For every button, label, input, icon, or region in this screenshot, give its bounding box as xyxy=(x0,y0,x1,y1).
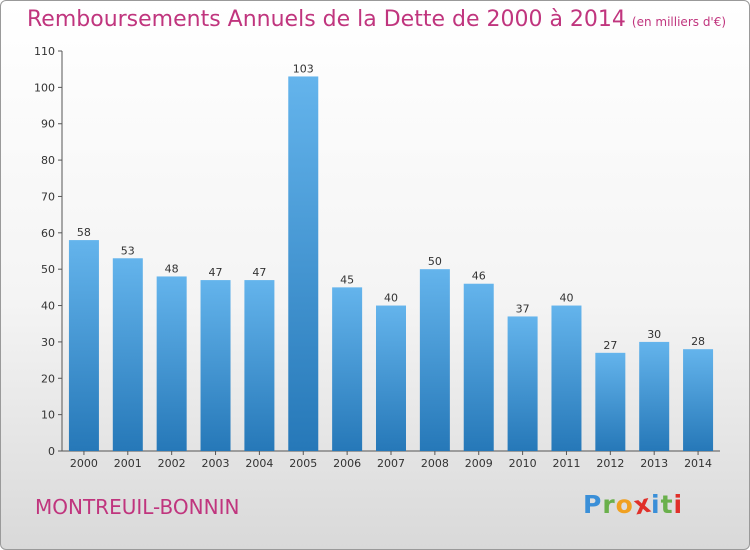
logo-letter: i xyxy=(673,490,684,519)
data-label: 53 xyxy=(121,244,135,257)
data-label: 27 xyxy=(603,339,617,352)
data-label: 47 xyxy=(209,266,223,279)
data-label: 103 xyxy=(293,62,314,75)
value-labels: 58 53 48 47 47 103 45 40 50 46 37 40 27 30 28 xyxy=(77,62,705,351)
data-label: 30 xyxy=(647,328,661,341)
data-label: 48 xyxy=(165,262,179,275)
chart-title: Remboursements Annuels de la Dette de 20… xyxy=(27,7,726,32)
city-name: MONTREUIL-BONNIN xyxy=(35,495,240,519)
y-tick-label: 0 xyxy=(48,445,55,458)
x-tick-label: 2004 xyxy=(245,457,273,470)
logo-letter: o xyxy=(615,490,634,519)
logo-letter: P xyxy=(583,490,603,519)
bar xyxy=(683,349,714,451)
bar xyxy=(244,280,275,451)
data-label: 58 xyxy=(77,226,91,239)
x-tick-label: 2008 xyxy=(421,457,449,470)
y-tick-label: 50 xyxy=(41,263,55,276)
bar xyxy=(332,287,363,451)
x-tick-label: 2005 xyxy=(289,457,317,470)
data-label: 40 xyxy=(384,292,398,305)
bar xyxy=(376,305,406,451)
chart-title-text: Remboursements Annuels de la Dette de 20… xyxy=(27,7,626,32)
bar xyxy=(200,280,231,451)
x-tick-label: 2000 xyxy=(70,457,98,470)
bar xyxy=(156,276,187,451)
x-tick-label: 2010 xyxy=(509,457,537,470)
bar xyxy=(551,305,582,451)
proxiti-logo: Proxiti xyxy=(583,489,684,521)
x-tick-label: 2002 xyxy=(158,457,186,470)
x-tick-label: 2014 xyxy=(684,457,712,470)
logo-letter: i xyxy=(651,490,661,519)
logo-letter: r xyxy=(602,490,616,519)
x-tick-label: 2011 xyxy=(552,457,580,470)
axes: 0 10 20 30 40 50 60 70 80 90 100 110 2000 2001 2002 200… xyxy=(34,45,720,470)
y-tick-label: 20 xyxy=(41,372,55,385)
bars xyxy=(68,76,714,452)
x-tick-label: 2012 xyxy=(596,457,624,470)
data-label: 37 xyxy=(516,302,530,315)
bar xyxy=(639,341,670,451)
data-label: 47 xyxy=(252,266,266,279)
y-tick-label: 40 xyxy=(41,300,55,313)
x-tick-label: 2013 xyxy=(640,457,668,470)
bar xyxy=(288,76,319,452)
y-tick-label: 110 xyxy=(34,45,55,58)
y-tick-label: 100 xyxy=(34,81,55,94)
y-tick-label: 10 xyxy=(41,409,55,422)
x-tick-label: 2007 xyxy=(377,457,405,470)
data-label: 45 xyxy=(340,273,354,286)
bar xyxy=(112,258,143,451)
bar xyxy=(463,283,494,451)
y-tick-label: 30 xyxy=(41,336,55,349)
data-label: 40 xyxy=(559,292,573,305)
y-tick-label: 60 xyxy=(41,227,55,240)
y-tick-label: 70 xyxy=(41,190,55,203)
bar xyxy=(595,352,626,451)
x-tick-label: 2006 xyxy=(333,457,361,470)
logo-letter: t xyxy=(660,490,674,519)
y-tick-label: 90 xyxy=(41,118,55,131)
bar xyxy=(68,240,99,451)
x-tick-label: 2001 xyxy=(114,457,142,470)
data-label: 50 xyxy=(428,255,442,268)
data-label: 28 xyxy=(691,335,705,348)
x-tick-label: 2009 xyxy=(465,457,493,470)
data-label: 46 xyxy=(472,270,486,283)
y-tick-label: 80 xyxy=(41,154,55,167)
bar xyxy=(507,316,538,451)
x-tick-label: 2003 xyxy=(202,457,230,470)
chart-subtitle: (en milliers d'€) xyxy=(631,15,727,29)
bar xyxy=(419,269,450,451)
